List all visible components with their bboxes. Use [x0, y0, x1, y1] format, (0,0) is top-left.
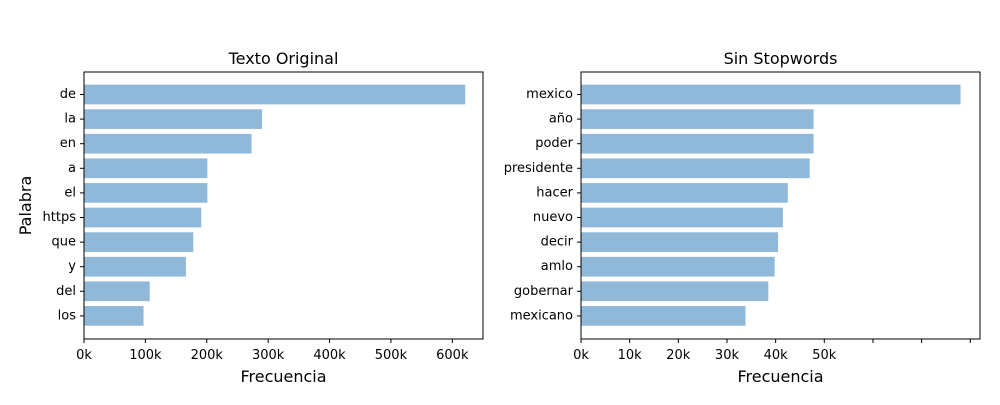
bar-el [84, 183, 208, 203]
bar-y [84, 256, 186, 277]
plot-frame [580, 71, 981, 340]
y-tick-label: mexicano [510, 308, 573, 323]
bar-la [84, 109, 263, 129]
y-tick-label: a [68, 161, 76, 176]
bar-en [84, 133, 252, 154]
x-tick-label: 10k [618, 348, 643, 363]
y-tick-label: de [60, 87, 76, 102]
x-tick-label: 100k [129, 348, 162, 363]
y-tick-label: nuevo [533, 210, 573, 225]
bar-de [84, 84, 466, 105]
chart-panel-2: mexico año poder presidente hacer nuevo decir a… [504, 49, 981, 386]
y-tick-label: amlo [541, 259, 573, 274]
y-tick-label: el [64, 185, 76, 200]
y-tick-label: los [58, 308, 77, 323]
x-axis-label: Frecuencia [737, 367, 823, 386]
bar-que [84, 232, 194, 252]
bar-https [84, 207, 202, 228]
y-tick-label: poder [535, 136, 573, 151]
x-tick-label: 400k [313, 348, 346, 363]
x-tick-label: 50k [812, 348, 837, 363]
x-tick-label: 20k [666, 348, 691, 363]
bar-año [581, 109, 814, 129]
y-tick-label: que [52, 235, 77, 250]
chart-title: Texto Original [228, 49, 339, 68]
bar-presidente [581, 158, 810, 179]
bar-mexicano [581, 306, 746, 326]
bar-nuevo [581, 207, 783, 228]
bar-gobernar [581, 281, 769, 302]
x-tick-label: 0k [76, 348, 92, 363]
y-tick-label: decir [541, 235, 574, 250]
x-tick-label: 300k [252, 348, 285, 363]
plot-frame [83, 71, 484, 340]
x-tick-label: 30k [715, 348, 740, 363]
bar-poder [581, 133, 814, 154]
bar-amlo [581, 256, 775, 277]
y-axis-label: Palabra [16, 176, 35, 236]
y-tick-label: año [549, 112, 573, 127]
x-tick-label: 200k [191, 348, 224, 363]
y-tick-label: mexico [526, 87, 573, 102]
chart-panel-1: de la en a el https que y del los 0k 100k 200k 300k 40… [16, 49, 484, 386]
y-tick-label: la [64, 112, 76, 127]
y-tick-label: https [43, 210, 77, 225]
y-tick-label: gobernar [514, 284, 574, 299]
y-tick-label: y [68, 259, 76, 274]
y-tick-label: en [60, 136, 76, 151]
y-tick-label: del [56, 284, 76, 299]
bar-mexico [581, 84, 961, 105]
y-tick-label: presidente [504, 161, 573, 176]
x-tick-label: 40k [764, 348, 789, 363]
x-tick-label: 500k [375, 348, 408, 363]
chart-title: Sin Stopwords [724, 49, 838, 68]
bar-hacer [581, 183, 788, 203]
x-tick-label: 600k [436, 348, 469, 363]
bar-los [84, 306, 144, 326]
x-axis-label: Frecuencia [240, 367, 326, 386]
y-tick-label: hacer [536, 185, 573, 200]
bar-a [84, 158, 208, 179]
x-tick-label: 0k [573, 348, 589, 363]
bar-decir [581, 232, 779, 252]
bar-del [84, 281, 150, 302]
